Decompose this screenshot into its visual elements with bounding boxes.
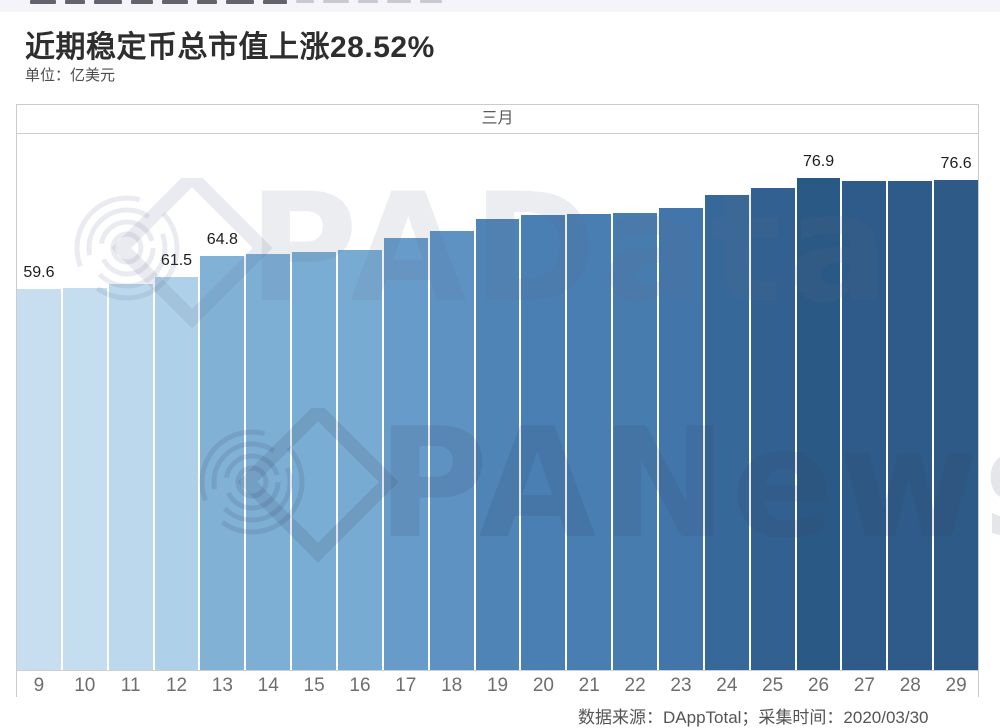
x-axis-label: 23 [670, 675, 692, 696]
bar-column [246, 134, 291, 670]
x-axis-label: 25 [762, 675, 784, 696]
bars: 59.6 61.5 64.8 76.9 76.6 [17, 134, 979, 670]
bar-day-17 [383, 238, 428, 670]
bar-value-label: 76.6 [940, 155, 972, 173]
x-axis-label: 9 [33, 675, 45, 696]
bar-column [613, 134, 658, 670]
bar-day-15 [292, 251, 337, 670]
x-axis-label: 26 [807, 675, 830, 696]
bar-column: 76.6 [934, 134, 979, 670]
bar-column [888, 134, 933, 670]
bar-column [429, 134, 474, 670]
data-source-note: 数据来源：DAppTotal；采集时间：2020/03/30 [578, 708, 929, 727]
bar-day-29 [934, 180, 979, 670]
x-axis-label: 14 [257, 675, 279, 696]
bar-day-11 [108, 283, 153, 670]
period-header: 三月 [17, 105, 978, 134]
x-axis-label: 28 [899, 675, 921, 696]
bar-column [383, 134, 428, 670]
bar-column [750, 134, 795, 670]
bar-day-18 [429, 231, 474, 670]
x-axis-label: 10 [74, 675, 96, 696]
bar-day-28 [888, 181, 933, 670]
x-axis-label: 18 [441, 675, 463, 696]
bar-column [567, 134, 612, 670]
bar-day-27 [842, 181, 887, 670]
x-axis-label: 22 [624, 675, 646, 696]
bar-day-24 [704, 194, 749, 670]
bar-day-19 [475, 219, 520, 670]
chart-frame: 三月 59.6 61.5 64.8 76.9 76.6 9 10 11 12 13 14 15 16 1… [16, 104, 979, 697]
bar-value-label: 76.9 [802, 153, 835, 171]
x-axis-label: 12 [165, 675, 188, 696]
x-axis-label: 19 [486, 675, 509, 696]
x-axis-label: 15 [303, 675, 325, 696]
bar-day-13 [200, 255, 245, 670]
bar-column: 59.6 [17, 134, 61, 670]
bar-day-23 [659, 208, 703, 670]
bar-column [521, 134, 566, 670]
bar-day-9 [17, 288, 61, 670]
bar-column [338, 134, 382, 670]
cropped-text-remnant [30, 0, 442, 4]
x-axis-label: 17 [395, 675, 417, 696]
bar-column: 64.8 [200, 134, 245, 670]
bar-value-label: 61.5 [160, 251, 193, 269]
bar-day-16 [338, 250, 382, 670]
bar-day-22 [613, 212, 658, 670]
bar-column [62, 134, 107, 670]
x-axis-label: 21 [578, 675, 600, 696]
bar-column [659, 134, 703, 670]
bar-day-14 [246, 253, 291, 670]
plot-area: 59.6 61.5 64.8 76.9 76.6 [17, 134, 979, 671]
bar-column [842, 134, 887, 670]
x-axis-label: 29 [945, 675, 967, 696]
bar-day-25 [750, 187, 795, 670]
bar-column [108, 134, 153, 670]
x-axis-label: 24 [716, 675, 738, 696]
bar-day-12 [154, 276, 199, 670]
bar-column [292, 134, 337, 670]
bar-column: 61.5 [154, 134, 199, 670]
bar-day-10 [62, 287, 107, 670]
bar-column: 76.9 [796, 134, 841, 670]
bar-column [475, 134, 520, 670]
x-axis-label: 20 [532, 675, 554, 696]
unit-label: 单位：亿美元 [25, 67, 116, 84]
bar-value-label: 59.6 [23, 263, 55, 281]
x-axis-labels: 9 10 11 12 13 14 15 16 17 18 19 20 21 22 23 24 25 26 27 28 2… [17, 671, 978, 697]
x-axis-label: 27 [853, 675, 875, 696]
bar-day-20 [521, 215, 566, 670]
x-axis-label: 13 [211, 675, 233, 696]
x-axis-label: 11 [120, 675, 141, 696]
bar-value-label: 64.8 [206, 230, 238, 248]
bar-day-26 [796, 178, 841, 670]
chart-title: 近期稳定币总市值上涨28.52% [25, 31, 435, 64]
bar-day-21 [567, 213, 612, 670]
bar-column [704, 134, 749, 670]
x-axis-label: 16 [349, 675, 371, 696]
